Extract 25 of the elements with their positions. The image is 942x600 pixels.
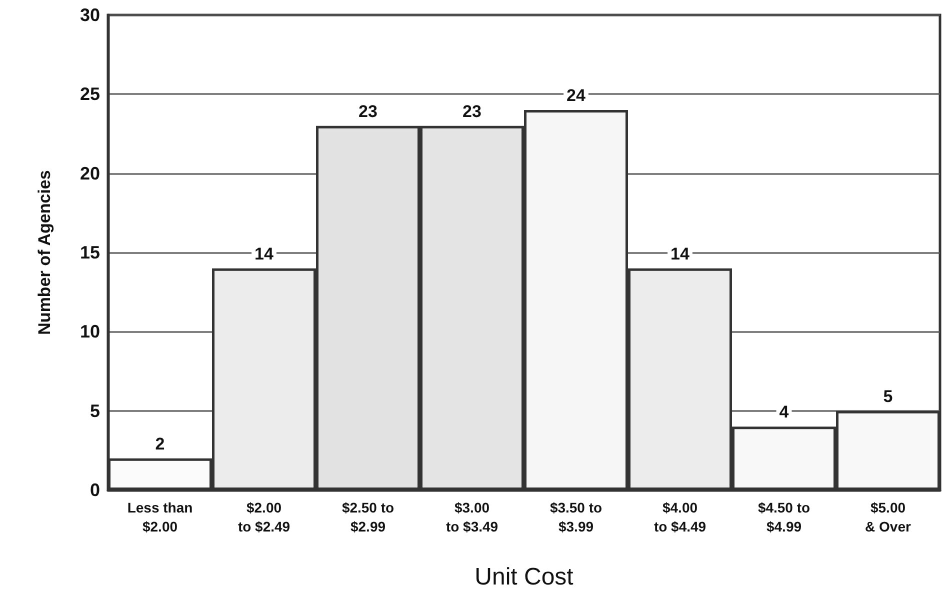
y-tick-label: 25 — [80, 84, 100, 104]
x-axis-title: Unit Cost — [474, 564, 574, 590]
x-tick-label: $3.00 to $3.49 — [446, 500, 498, 534]
data-label: 24 — [566, 86, 586, 105]
x-tick-label: Less than $2.00 — [127, 500, 193, 534]
y-tick-label: 15 — [80, 242, 100, 262]
data-label: 5 — [883, 386, 893, 406]
x-tick-label: $4.00 to $4.49 — [654, 500, 706, 534]
x-tick-label: $2.00 to $2.49 — [238, 500, 290, 534]
y-tick-label: 0 — [90, 480, 100, 500]
data-label: 2 — [155, 434, 165, 454]
x-tick-label: $5.00 & Over — [865, 500, 912, 534]
y-axis-title: Number of Agencies — [35, 170, 54, 335]
y-tick-label: 10 — [80, 322, 100, 342]
data-label: 23 — [358, 102, 378, 121]
y-tick-label: 20 — [80, 163, 100, 184]
data-label: 14 — [254, 244, 274, 264]
y-tick-label: 5 — [90, 400, 100, 421]
data-label: 23 — [462, 102, 482, 121]
x-tick-label: $3.50 to $3.99 — [550, 500, 602, 534]
data-label: 14 — [670, 244, 690, 264]
y-tick-label: 30 — [80, 5, 100, 25]
x-tick-label: $2.50 to $2.99 — [342, 500, 394, 534]
data-label: 4 — [779, 402, 790, 422]
x-tick-label: $4.50 to $4.99 — [758, 500, 810, 534]
